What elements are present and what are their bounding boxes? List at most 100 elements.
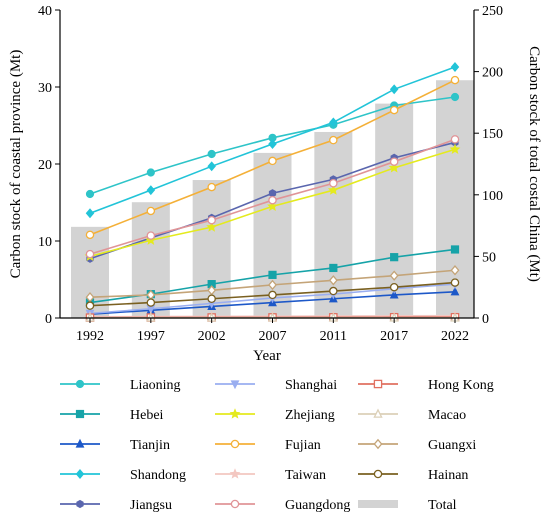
legend-item-shanghai: Shanghai [215,378,337,393]
legend-marker [373,379,383,389]
right-tick-label: 250 [482,4,503,19]
x-axis-label: Year [253,348,281,364]
legend-item-hebei: Hebei [60,408,164,423]
legend-label: Liaoning [130,378,181,393]
right-tick-label: 100 [482,189,503,204]
legend-label: Hong Kong [428,378,494,393]
point-hainan-1992 [85,301,95,310]
point-fujian-2017 [389,105,399,115]
point-hebei-2011 [329,263,338,273]
axis-ticks: 0 10 20 30 40 0 50 100 150 200 250 1992 1997 2002 2007… [38,4,503,344]
legend-label: Zhejiang [285,408,335,423]
point-guangdong-2002 [207,215,216,225]
point-shandong-2002 [207,161,216,172]
legend-label: Hainan [428,468,468,483]
x-tick-label: 2007 [259,329,287,344]
x-tick-label: 2011 [320,329,347,344]
left-tick-label: 20 [38,158,52,173]
legend-item-macao: Macao [358,408,466,423]
point-guangxi-2017 [389,270,399,281]
legend-label: Fujian [285,438,321,453]
legend-marker [373,469,383,479]
point-fujian-2007 [268,156,277,166]
legend-swatch [358,500,398,508]
x-tick-label: 2002 [198,329,226,344]
point-fujian-1997 [146,206,156,216]
point-fujian-2002 [207,182,216,192]
point-hainan-2017 [389,282,399,292]
point-zhejiang-2007 [267,200,278,211]
point-guangdong-1997 [146,231,156,240]
point-zhejiang-2017 [388,162,400,173]
right-tick-label: 0 [482,312,489,327]
point-tianjin-2022 [450,286,460,296]
legend-label: Shanghai [285,378,337,393]
series-fujian [85,75,460,240]
legend-marker [75,469,85,479]
point-shandong-1992 [85,208,95,219]
point-guangdong-2017 [389,157,399,166]
point-zhejiang-2011 [327,184,339,195]
point-shandong-1997 [146,185,156,196]
legend-item-total: Total [358,498,457,513]
legend-marker [230,439,240,449]
point-liaoning-1997 [146,168,155,177]
point-liaoning-1992 [85,189,95,199]
right-tick-label: 200 [482,66,503,81]
point-guangdong-2022 [450,135,460,144]
point-guangxi-2022 [450,265,460,276]
point-fujian-2011 [329,135,338,145]
left-y-axis-label: Carbon stock of coastal province (Mt) [8,50,24,279]
legend-item-guangxi: Guangxi [358,438,476,453]
x-tick-label: 2022 [441,329,469,344]
point-jiangsu-2007 [268,189,277,198]
total-bar-2017 [375,103,414,318]
series-shandong [85,62,460,219]
point-shandong-2011 [329,117,338,128]
series-guangdong [85,135,460,259]
x-tick-label: 1997 [137,329,165,344]
point-guangdong-2011 [329,178,338,188]
legend-label: Guangdong [285,498,350,513]
point-hebei-2022 [450,245,460,254]
legend-item-hainan: Hainan [358,468,468,483]
point-hebei-2007 [268,270,277,279]
legend-marker [75,379,85,389]
point-hainan-2011 [329,286,338,296]
legend-marker [229,468,241,479]
series-hainan [85,278,460,310]
legend-marker [373,408,383,418]
series-liaoning [85,92,460,199]
point-liaoning-2022 [450,92,460,102]
point-fujian-2022 [450,75,460,85]
total-bar-2007 [253,152,292,318]
legend-marker [229,408,241,419]
point-guangxi-1992 [85,292,95,303]
point-shandong-2022 [450,62,460,72]
x-tick-label: 1992 [76,329,104,344]
legend-item-jiangsu: Jiangsu [60,498,172,513]
point-shandong-2007 [268,139,277,149]
point-hainan-2007 [268,290,277,300]
legend-label: Shandong [130,468,186,483]
point-guangxi-2011 [328,275,338,286]
legend-label: Total [428,498,457,513]
legend-item-zhejiang: Zhejiang [215,408,335,423]
point-hainan-1997 [146,298,156,307]
legend-item-taiwan: Taiwan [215,468,326,483]
legend-label: Hebei [130,408,164,423]
point-guangdong-1992 [85,249,95,259]
point-shandong-2017 [389,84,399,95]
right-y-axis-label: Carbon stock of total costal China (Mt) [526,46,542,282]
legend-item-liaoning: Liaoning [60,378,181,393]
legend-marker [76,499,84,509]
left-tick-label: 30 [38,81,52,96]
legend-label: Tianjin [130,438,170,453]
point-guangxi-2007 [268,279,277,291]
point-hebei-2017 [390,253,399,262]
legend-label: Macao [428,408,466,423]
point-guangdong-2007 [268,195,277,205]
point-zhejiang-2002 [206,221,218,232]
legend-label: Guangxi [428,438,476,453]
